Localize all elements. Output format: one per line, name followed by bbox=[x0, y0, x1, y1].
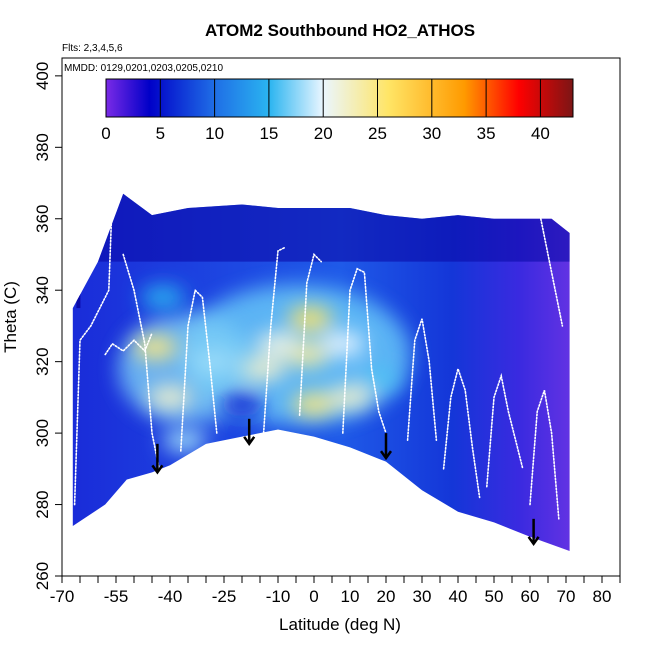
heatmap-cell bbox=[76, 275, 81, 287]
flight-track bbox=[122, 253, 160, 470]
flight-track bbox=[529, 389, 560, 520]
flight-track bbox=[180, 288, 218, 452]
colorbar: 0 5 10 15 20 25 30 35 40 bbox=[101, 78, 574, 143]
flight-track bbox=[485, 372, 524, 488]
flight-track bbox=[104, 332, 153, 356]
x-tick-label: 70 bbox=[557, 587, 576, 606]
x-axis-label: Latitude (deg N) bbox=[279, 615, 401, 634]
heatmap-upper-band bbox=[72, 193, 570, 262]
heatmap-cell bbox=[76, 286, 81, 298]
flight-track bbox=[73, 192, 114, 506]
heatmap-cell bbox=[288, 306, 333, 331]
flights-note: Flts: 2,3,4,5,6 bbox=[62, 43, 123, 54]
colorbar-gradient bbox=[105, 78, 574, 118]
colorbar-tick-label: 15 bbox=[259, 124, 278, 143]
flight-track bbox=[298, 252, 323, 417]
heatmap-cell bbox=[76, 211, 81, 223]
flight-track bbox=[539, 217, 564, 327]
colorbar-tick-label: 20 bbox=[314, 124, 333, 143]
colorbar-tick-label: 35 bbox=[477, 124, 496, 143]
heatmap-cell bbox=[220, 392, 264, 417]
heatmap-cell bbox=[76, 200, 81, 212]
x-tick-label: -70 bbox=[50, 587, 75, 606]
x-tick-label: 0 bbox=[309, 587, 318, 606]
dates-note: MMDD: 0129,0201,0203,0205,0210 bbox=[64, 63, 223, 74]
y-tick-label: 400 bbox=[33, 62, 52, 90]
flight-track bbox=[262, 246, 287, 434]
heatmap-cell bbox=[320, 331, 365, 356]
x-tick-label: -55 bbox=[104, 587, 129, 606]
heatmap-cell bbox=[76, 193, 81, 201]
heatmap-cell bbox=[140, 285, 185, 310]
x-tick-label: -10 bbox=[266, 587, 291, 606]
colorbar-tick-label: 25 bbox=[368, 124, 387, 143]
y-tick-label: 320 bbox=[33, 347, 52, 375]
plot-frame bbox=[61, 57, 621, 577]
x-tick-label: 80 bbox=[593, 587, 612, 606]
x-tick-label: 30 bbox=[413, 587, 432, 606]
y-tick-label: 280 bbox=[33, 490, 52, 518]
heatmap-cell bbox=[241, 356, 286, 381]
x-tick-label: -40 bbox=[158, 587, 183, 606]
colorbar-tick-label: 30 bbox=[422, 124, 441, 143]
chart-title: ATOM2 Southbound HO2_ATHOS bbox=[205, 21, 475, 40]
x-tick-label: 40 bbox=[449, 587, 468, 606]
heatmap-cell bbox=[328, 385, 372, 410]
flight-track bbox=[442, 365, 481, 499]
y-tick-label: 380 bbox=[33, 133, 52, 161]
y-tick-label: 300 bbox=[33, 419, 52, 447]
flight-track bbox=[406, 318, 438, 442]
arrow-marker bbox=[151, 443, 164, 475]
heatmap-cell bbox=[148, 385, 192, 410]
arrow-marker bbox=[527, 518, 540, 546]
flight-tracks bbox=[73, 192, 564, 520]
heatmap-cell bbox=[256, 331, 300, 356]
y-axis: 260 280 300 320 340 360 380 400 bbox=[33, 62, 62, 590]
arrow-marker bbox=[379, 433, 393, 461]
colorbar-tick-label: 5 bbox=[156, 124, 165, 143]
x-tick-label: 20 bbox=[377, 587, 396, 606]
heatmap-cell bbox=[76, 254, 81, 266]
flight-track bbox=[341, 267, 387, 434]
heatmap-cell bbox=[292, 392, 336, 417]
y-tick-label: 260 bbox=[33, 562, 52, 590]
heatmap-cell bbox=[76, 233, 81, 244]
heatmap-cell bbox=[76, 297, 81, 309]
colorbar-tick-label: 10 bbox=[205, 124, 224, 143]
heatmap-cell bbox=[356, 367, 401, 392]
colorbar-tick-label: 40 bbox=[531, 124, 550, 143]
x-tick-label: 60 bbox=[521, 587, 540, 606]
x-axis: -70 -55 -40 -25 -10 0 10 20 30 40 50 60 70 80 bbox=[50, 576, 621, 606]
arrows bbox=[151, 418, 540, 546]
x-tick-label: -25 bbox=[212, 587, 237, 606]
y-tick-label: 360 bbox=[33, 205, 52, 233]
heatmap-cell bbox=[162, 428, 207, 453]
heatmap-cell bbox=[76, 243, 81, 255]
heatmap-cell bbox=[76, 222, 81, 234]
y-tick-label: 340 bbox=[33, 276, 52, 304]
x-tick-label: 50 bbox=[485, 587, 504, 606]
heatmap-cell bbox=[76, 265, 81, 276]
heatmap-cell bbox=[191, 349, 236, 374]
x-tick-label: 10 bbox=[341, 587, 360, 606]
colorbar-tick-label: 0 bbox=[101, 124, 110, 143]
arrow-marker bbox=[243, 418, 256, 446]
y-axis-label: Theta (C) bbox=[1, 281, 20, 353]
